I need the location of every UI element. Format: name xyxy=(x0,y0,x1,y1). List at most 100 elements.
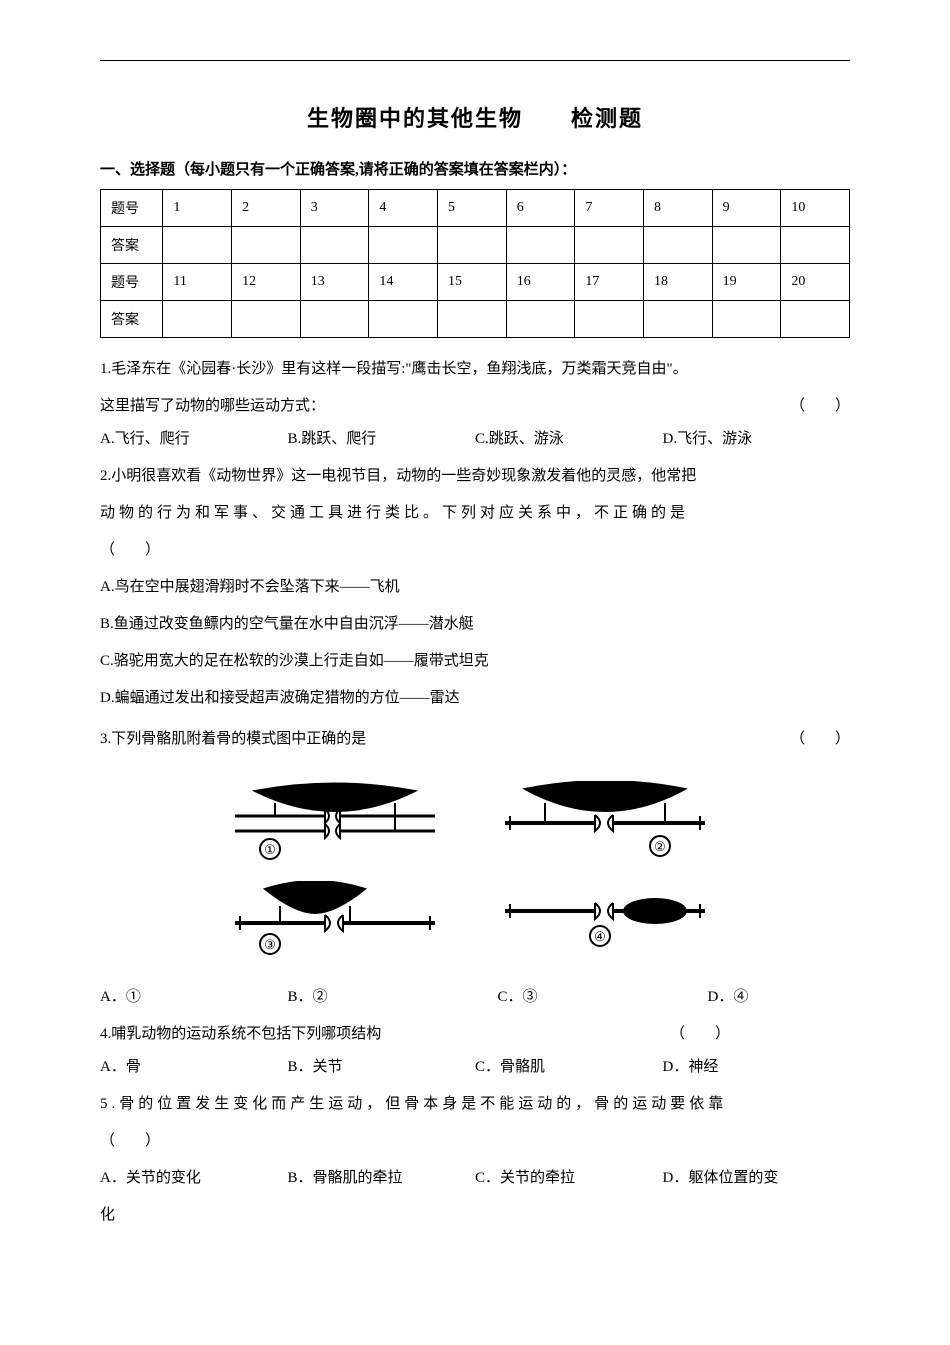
q3-stem: 3.下列骨骼肌附着骨的模式图中正确的是 （ ） xyxy=(100,723,850,756)
cell-answer xyxy=(163,301,232,338)
cell-answer xyxy=(369,301,438,338)
diagram-label-1: ① xyxy=(264,842,276,857)
answer-table: 题号 1 2 3 4 5 6 7 8 9 10 答案 题号 11 12 13 1… xyxy=(100,189,850,338)
cell-num: 18 xyxy=(644,264,713,301)
q5-line1: 5.骨的位置发生变化而产生运动，但骨本身是不能运动的，骨的运动要依靠 xyxy=(100,1088,850,1121)
answer-paren: （ ） xyxy=(670,1018,850,1051)
cell-num: 19 xyxy=(712,264,781,301)
cell-answer xyxy=(369,227,438,264)
q2-opt-b: B.鱼通过改变鱼鳔内的空气量在水中自由沉浮——潜水艇 xyxy=(100,608,850,641)
option-a: A．骨 xyxy=(100,1051,288,1084)
q3-stem-text: 3.下列骨骼肌附着骨的模式图中正确的是 xyxy=(100,723,366,756)
cell-answer xyxy=(575,227,644,264)
cell-answer xyxy=(232,227,301,264)
cell-num: 10 xyxy=(781,190,850,227)
cell-num: 5 xyxy=(438,190,507,227)
muscle-diagram-2: ② xyxy=(495,781,715,861)
cell-num: 16 xyxy=(506,264,575,301)
cell-num: 8 xyxy=(644,190,713,227)
cell-label: 题号 xyxy=(101,190,163,227)
diagram-label-3: ③ xyxy=(264,937,276,952)
option-a: A.飞行、爬行 xyxy=(100,423,288,456)
muscle-diagram-4: ④ xyxy=(495,881,715,961)
table-row: 题号 1 2 3 4 5 6 7 8 9 10 xyxy=(101,190,850,227)
q2-line3: （ ） xyxy=(100,534,850,567)
cell-num: 13 xyxy=(300,264,369,301)
cell-answer xyxy=(781,227,850,264)
q2-line1: 2.小明很喜欢看《动物世界》这一电视节目，动物的一些奇妙现象激发着他的灵感，他常… xyxy=(100,460,850,493)
cell-answer xyxy=(644,227,713,264)
q2-opt-d: D.蝙蝠通过发出和接受超声波确定猎物的方位——雷达 xyxy=(100,682,850,715)
cell-answer xyxy=(506,301,575,338)
answer-paren: （ ） xyxy=(790,723,850,756)
cell-num: 12 xyxy=(232,264,301,301)
option-d: D．躯体位置的变 xyxy=(663,1162,851,1195)
option-c: C．关节的牵拉 xyxy=(475,1162,663,1195)
q5-options: A．关节的变化 B．骨骼肌的牵拉 C．关节的牵拉 D．躯体位置的变 xyxy=(100,1162,850,1195)
table-row: 题号 11 12 13 14 15 16 17 18 19 20 xyxy=(101,264,850,301)
cell-num: 14 xyxy=(369,264,438,301)
diagram-label-2: ② xyxy=(654,839,666,854)
cell-answer xyxy=(163,227,232,264)
cell-num: 15 xyxy=(438,264,507,301)
cell-answer xyxy=(712,227,781,264)
answer-paren: （ ） xyxy=(790,390,850,423)
q3-diagram-container: ① ② ③ ④ xyxy=(225,781,725,961)
q5-line2: （ ） xyxy=(100,1125,850,1158)
cell-answer xyxy=(506,227,575,264)
option-a: A．关节的变化 xyxy=(100,1162,288,1195)
q4-options: A．骨 B．关节 C．骨骼肌 D．神经 xyxy=(100,1051,850,1084)
cell-num: 6 xyxy=(506,190,575,227)
option-b: B.跳跃、爬行 xyxy=(288,423,476,456)
cell-answer xyxy=(575,301,644,338)
q1-stem-text: 这里描写了动物的哪些运动方式： xyxy=(100,390,325,423)
cell-answer xyxy=(438,227,507,264)
muscle-diagram-1: ① xyxy=(225,781,445,861)
q2-opt-a: A.鸟在空中展翅滑翔时不会坠落下来——飞机 xyxy=(100,571,850,604)
q3-options: A．① B．② C．③ D．④ xyxy=(100,981,850,1014)
header-rule xyxy=(100,60,850,61)
table-row: 答案 xyxy=(101,227,850,264)
cell-answer xyxy=(300,301,369,338)
cell-answer xyxy=(232,301,301,338)
cell-num: 20 xyxy=(781,264,850,301)
cell-label: 答案 xyxy=(101,301,163,338)
q2-line2: 动物的行为和军事、交通工具进行类比。下列对应关系中，不正确的是 xyxy=(100,497,850,530)
cell-num: 4 xyxy=(369,190,438,227)
table-row: 答案 xyxy=(101,301,850,338)
muscle-diagram-3: ③ xyxy=(225,881,445,961)
q1-options: A.飞行、爬行 B.跳跃、爬行 C.跳跃、游泳 D.飞行、游泳 xyxy=(100,423,850,456)
option-b: B．关节 xyxy=(288,1051,476,1084)
cell-answer xyxy=(712,301,781,338)
option-c: C.跳跃、游泳 xyxy=(475,423,663,456)
q4-stem: 4.哺乳动物的运动系统不包括下列哪项结构 （ ） xyxy=(100,1018,850,1051)
cell-num: 1 xyxy=(163,190,232,227)
option-d: D．神经 xyxy=(663,1051,851,1084)
section-header-mc: 一、选择题（每小题只有一个正确答案,请将正确的答案填在答案栏内）： xyxy=(100,158,850,179)
cell-num: 7 xyxy=(575,190,644,227)
page-title: 生物圈中的其他生物 检测题 xyxy=(100,101,850,133)
cell-label: 题号 xyxy=(101,264,163,301)
diagram-label-4: ④ xyxy=(594,929,606,944)
option-c: C．③ xyxy=(498,981,708,1014)
option-d: D．④ xyxy=(708,981,851,1014)
option-c: C．骨骼肌 xyxy=(475,1051,663,1084)
q1-line1: 1.毛泽东在《沁园春·长沙》里有这样一段描写:"鹰击长空，鱼翔浅底，万类霜天竞自… xyxy=(100,353,850,386)
option-a: A．① xyxy=(100,981,288,1014)
q4-stem-text: 4.哺乳动物的运动系统不包括下列哪项结构 xyxy=(100,1018,381,1051)
cell-answer xyxy=(300,227,369,264)
cell-answer xyxy=(781,301,850,338)
option-d: D.飞行、游泳 xyxy=(663,423,851,456)
cell-label: 答案 xyxy=(101,227,163,264)
cell-answer xyxy=(438,301,507,338)
cell-answer xyxy=(644,301,713,338)
cell-num: 17 xyxy=(575,264,644,301)
cell-num: 9 xyxy=(712,190,781,227)
q2-opt-c: C.骆驼用宽大的足在松软的沙漠上行走自如——履带式坦克 xyxy=(100,645,850,678)
q5-opt-d-cont: 化 xyxy=(100,1199,850,1232)
option-b: B．骨骼肌的牵拉 xyxy=(288,1162,476,1195)
q1-line2: 这里描写了动物的哪些运动方式： （ ） xyxy=(100,390,850,423)
cell-num: 3 xyxy=(300,190,369,227)
cell-num: 11 xyxy=(163,264,232,301)
cell-num: 2 xyxy=(232,190,301,227)
